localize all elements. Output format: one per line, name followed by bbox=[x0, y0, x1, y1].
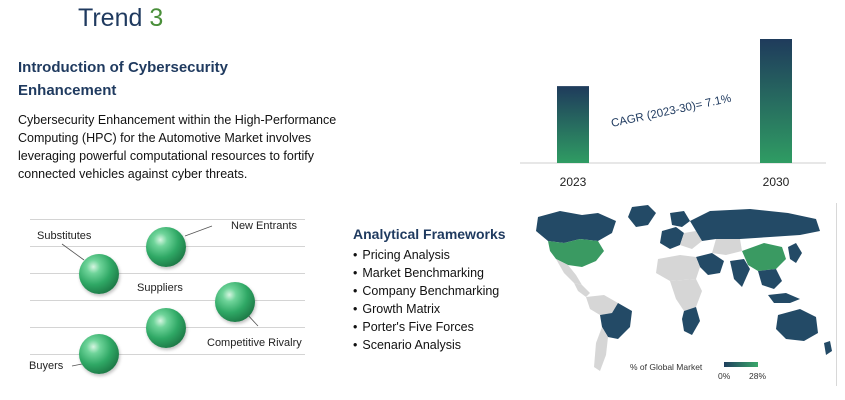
region-korea-japan bbox=[788, 243, 802, 263]
region-south-america-north bbox=[586, 295, 618, 315]
region-new-zealand bbox=[824, 341, 832, 355]
region-russia bbox=[690, 209, 820, 241]
region-south-africa bbox=[682, 307, 700, 335]
market-growth-chart: 2023 2030 CAGR (2023-30)= 7.1% bbox=[520, 39, 826, 189]
region-south-america-south bbox=[594, 327, 608, 371]
region-europe-east bbox=[680, 231, 702, 249]
framework-item: Growth Matrix bbox=[353, 300, 499, 318]
framework-item: Pricing Analysis bbox=[353, 246, 499, 264]
connector-buyers bbox=[71, 363, 83, 367]
intro-title: Introduction of Cybersecurity Enhancemen… bbox=[18, 59, 229, 99]
label-suppliers: Suppliers bbox=[137, 282, 183, 294]
map-border bbox=[836, 203, 837, 386]
region-mexico bbox=[556, 259, 582, 285]
label-competitive-rivalry: Competitive Rivalry bbox=[207, 337, 302, 349]
trend-title-prefix: Trend bbox=[78, 4, 150, 32]
label-substitutes: Substitutes bbox=[37, 230, 92, 242]
region-china bbox=[742, 243, 786, 271]
framework-item: Company Benchmarking bbox=[353, 282, 499, 300]
region-central-asia bbox=[712, 239, 742, 255]
trend-number: 3 bbox=[149, 4, 164, 32]
divider-line bbox=[30, 273, 305, 274]
region-southeast-asia bbox=[758, 269, 782, 289]
intro-body: Cybersecurity Enhancement within the Hig… bbox=[18, 113, 337, 181]
region-india bbox=[730, 259, 750, 287]
framework-item: Porter's Five Forces bbox=[353, 318, 499, 336]
map-legend-max: 28% bbox=[749, 371, 767, 381]
trend-title: Trend 3 bbox=[78, 4, 163, 33]
region-brazil bbox=[600, 303, 632, 339]
region-europe-west bbox=[660, 227, 684, 249]
divider-line bbox=[30, 300, 305, 301]
category-label-2023: 2023 bbox=[560, 175, 587, 189]
sphere-new-entrants bbox=[146, 227, 186, 267]
region-usa bbox=[548, 239, 604, 267]
divider-line bbox=[30, 354, 305, 355]
region-canada bbox=[536, 211, 616, 243]
label-buyers: Buyers bbox=[29, 360, 64, 372]
region-north-africa bbox=[656, 255, 700, 281]
map-legend-min: 0% bbox=[718, 371, 731, 381]
connector-substitutes bbox=[61, 243, 85, 261]
label-new-entrants: New Entrants bbox=[231, 220, 298, 232]
sphere-buyers bbox=[79, 334, 119, 374]
map-legend-label: % of Global Market bbox=[630, 362, 703, 372]
map-legend-scale bbox=[724, 362, 758, 367]
category-label-2030: 2030 bbox=[763, 175, 790, 189]
frameworks-list: Pricing Analysis Market Benchmarking Com… bbox=[353, 246, 499, 354]
region-indonesia bbox=[768, 293, 800, 303]
sphere-suppliers bbox=[146, 308, 186, 348]
world-market-map bbox=[536, 205, 832, 371]
connector-new-entrants bbox=[184, 225, 213, 237]
region-central-america bbox=[574, 283, 590, 297]
region-central-africa bbox=[670, 279, 702, 311]
frameworks-title: Analytical Frameworks bbox=[353, 226, 506, 242]
region-europe-north bbox=[670, 211, 690, 227]
region-greenland bbox=[628, 205, 656, 227]
framework-item: Market Benchmarking bbox=[353, 264, 499, 282]
cagr-annotation: CAGR (2023-30)= 7.1% bbox=[610, 93, 732, 130]
bar-2030 bbox=[760, 39, 792, 163]
divider-line bbox=[30, 219, 305, 220]
sphere-substitutes bbox=[79, 254, 119, 294]
framework-item: Scenario Analysis bbox=[353, 336, 499, 354]
region-australia bbox=[776, 309, 818, 341]
region-middle-east bbox=[696, 253, 724, 275]
bar-2023 bbox=[557, 86, 589, 163]
sphere-competitive-rivalry bbox=[215, 282, 255, 322]
